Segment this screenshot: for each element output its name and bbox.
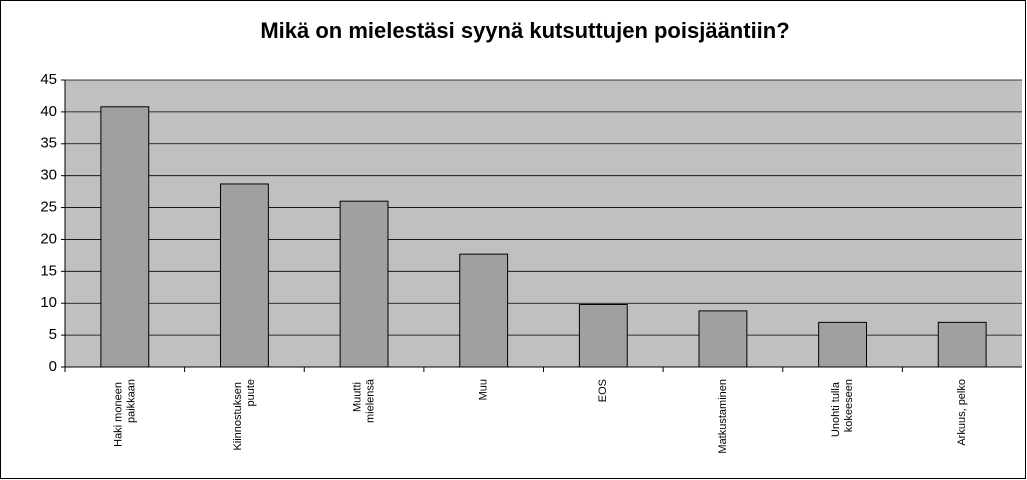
y-tick-label: 10 [40, 294, 57, 311]
y-tick-label: 0 [49, 358, 57, 375]
x-tick-label: Unohti tulla kokeeseen [830, 379, 855, 437]
chart-title: Mikä on mielestäsi syynä kutsuttujen poi… [260, 18, 789, 43]
y-tick-label: 20 [40, 230, 57, 247]
bar [220, 183, 269, 368]
bar [937, 321, 987, 368]
y-tick-label: 45 [40, 71, 57, 88]
x-tick-label: Muutti mielensä [351, 378, 376, 423]
x-tick-label: Matkustaminen [717, 379, 729, 454]
bar [818, 321, 867, 368]
y-tick-label: 35 [40, 135, 57, 152]
x-tick-label: Arkuus, pelko [956, 379, 968, 446]
plot-area [65, 80, 1022, 367]
bar [339, 200, 389, 368]
y-tick-label: 40 [40, 103, 57, 120]
y-tick-label: 25 [40, 199, 57, 216]
bar [100, 106, 150, 368]
y-tick-label: 30 [40, 167, 57, 184]
x-tick-label: Kiinnostuksen puute [232, 379, 257, 451]
x-tick-label: Haki moneen paikkaan [112, 379, 137, 447]
y-tick-label: 5 [49, 326, 57, 343]
bar [578, 303, 628, 368]
x-tick-label: Muu [478, 379, 490, 400]
bar [459, 253, 509, 368]
x-tick-label: EOS [597, 379, 609, 402]
y-tick-label: 15 [40, 262, 57, 279]
bar [698, 310, 748, 368]
